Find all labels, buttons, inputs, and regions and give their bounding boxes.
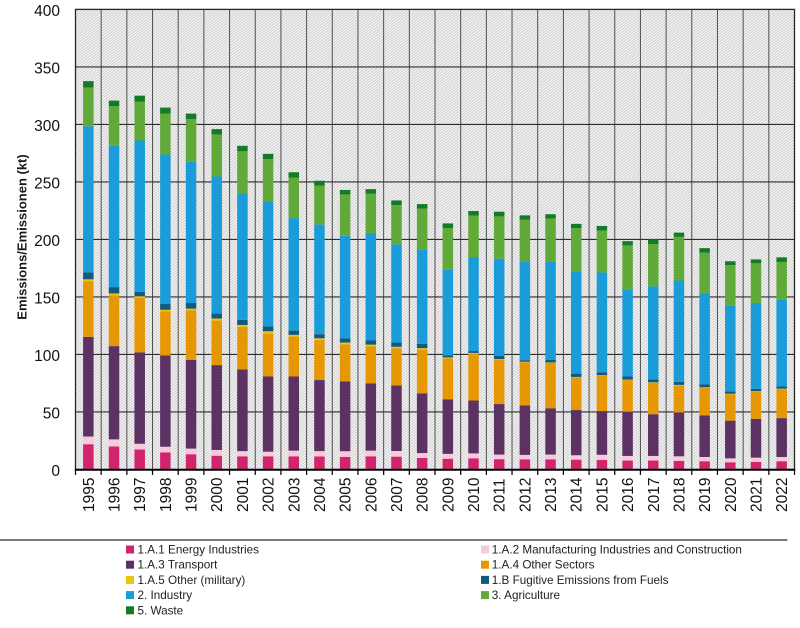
svg-text:300: 300 [34, 118, 60, 135]
svg-text:1998: 1998 [158, 478, 175, 512]
svg-text:1995: 1995 [81, 478, 98, 512]
svg-text:2000: 2000 [209, 477, 226, 512]
svg-text:0: 0 [51, 463, 60, 480]
svg-text:2021: 2021 [748, 478, 765, 512]
svg-text:1997: 1997 [132, 478, 149, 512]
svg-text:2013: 2013 [543, 478, 560, 512]
svg-text:1999: 1999 [184, 478, 201, 512]
svg-text:2011: 2011 [492, 479, 509, 512]
svg-text:200: 200 [34, 233, 60, 250]
svg-text:3. Agriculture: 3. Agriculture [492, 589, 560, 602]
svg-text:2007: 2007 [389, 478, 406, 512]
svg-text:2012: 2012 [517, 478, 534, 512]
svg-text:1.A.2 Manufacturing Industries: 1.A.2 Manufacturing Industries and Const… [492, 544, 742, 557]
svg-text:2003: 2003 [286, 478, 303, 512]
svg-text:2010: 2010 [466, 477, 483, 512]
svg-text:2006: 2006 [363, 478, 380, 512]
svg-text:1.A.5 Other (military): 1.A.5 Other (military) [138, 574, 246, 587]
svg-text:2019: 2019 [697, 478, 714, 512]
svg-text:2020: 2020 [723, 477, 740, 512]
svg-text:2015: 2015 [594, 478, 611, 512]
svg-text:150: 150 [34, 291, 60, 308]
svg-text:100: 100 [34, 348, 60, 365]
svg-text:50: 50 [43, 406, 61, 423]
svg-text:2018: 2018 [671, 478, 688, 512]
svg-text:1996: 1996 [107, 478, 124, 512]
svg-text:1.A.3 Transport: 1.A.3 Transport [138, 559, 219, 572]
svg-text:2017: 2017 [646, 478, 663, 512]
svg-text:1.A.4 Other Sectors: 1.A.4 Other Sectors [492, 559, 595, 572]
svg-text:2004: 2004 [312, 477, 329, 512]
svg-text:2001: 2001 [235, 478, 252, 512]
svg-text:2005: 2005 [338, 478, 355, 512]
svg-text:5. Waste: 5. Waste [138, 604, 184, 617]
svg-text:2008: 2008 [415, 478, 432, 512]
svg-text:2022: 2022 [774, 478, 791, 512]
svg-text:1.B Fugitive Emissions from Fu: 1.B Fugitive Emissions from Fuels [492, 574, 669, 587]
svg-text:2014: 2014 [569, 477, 586, 512]
svg-text:250: 250 [34, 176, 60, 193]
svg-text:1.A.1 Energy Industries: 1.A.1 Energy Industries [138, 544, 260, 557]
svg-text:2016: 2016 [620, 478, 637, 512]
svg-text:Emissions/Emissionen (kt): Emissions/Emissionen (kt) [15, 154, 30, 319]
svg-text:350: 350 [34, 61, 60, 78]
svg-text:400: 400 [34, 3, 60, 20]
svg-text:2. Industry: 2. Industry [138, 589, 193, 602]
svg-text:2009: 2009 [440, 478, 457, 512]
svg-text:2002: 2002 [261, 478, 278, 512]
